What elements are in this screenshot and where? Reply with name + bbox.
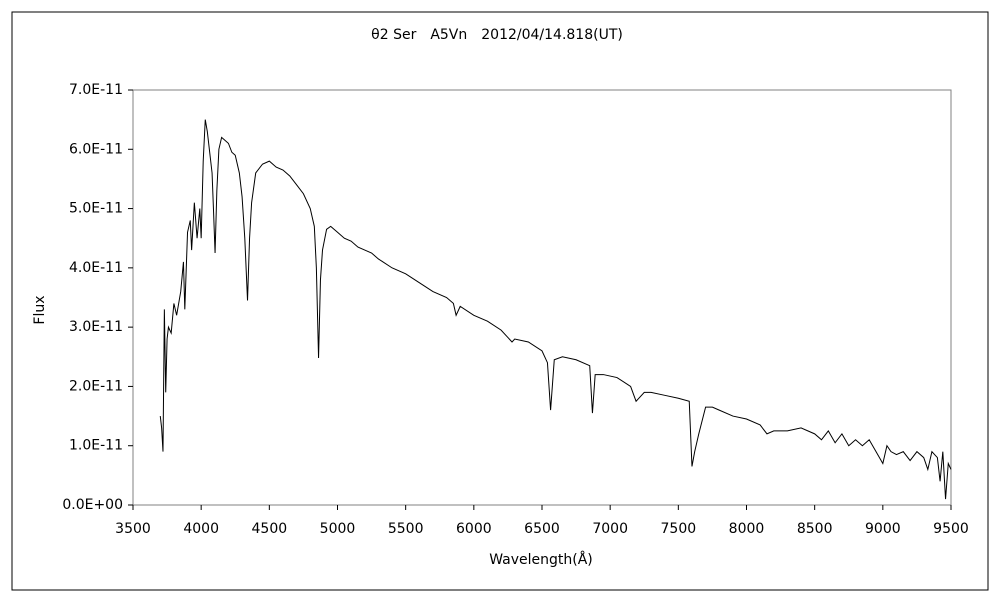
- y-tick-label: 4.0E-11: [69, 260, 123, 276]
- y-tick-label: 6.0E-11: [69, 141, 123, 157]
- x-tick-label: 6000: [456, 521, 492, 537]
- x-tick-label: 9500: [933, 521, 969, 537]
- spectrum-line: [159, 119, 952, 500]
- x-tick-label: 4000: [183, 521, 219, 537]
- x-axis-label: Wavelength(Å): [489, 551, 593, 568]
- x-tick-label: 6500: [524, 521, 560, 537]
- x-tick-label: 7500: [661, 521, 697, 537]
- x-tick-label: 9000: [865, 521, 901, 537]
- x-tick-label: 3500: [115, 521, 151, 537]
- chart-title: θ2 Ser A5Vn 2012/04/14.818(UT): [371, 27, 623, 43]
- x-tick-label: 5000: [320, 521, 356, 537]
- y-tick-label: 7.0E-11: [69, 82, 123, 98]
- x-tick-label: 7000: [592, 521, 628, 537]
- y-tick-label: 3.0E-11: [69, 319, 123, 335]
- x-tick-label: 8000: [729, 521, 765, 537]
- x-tick-label: 4500: [252, 521, 288, 537]
- y-axis-label: Flux: [32, 295, 48, 324]
- y-tick-label: 2.0E-11: [69, 378, 123, 394]
- plot-area: [132, 89, 952, 506]
- y-tick-label: 0.0E+00: [62, 497, 123, 513]
- y-tick-label: 5.0E-11: [69, 201, 123, 217]
- y-tick-label: 1.0E-11: [69, 438, 123, 454]
- x-tick-label: 5500: [388, 521, 424, 537]
- x-tick-label: 8500: [797, 521, 833, 537]
